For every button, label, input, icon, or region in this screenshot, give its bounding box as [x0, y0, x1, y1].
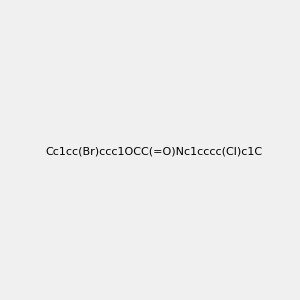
Text: Cc1cc(Br)ccc1OCC(=O)Nc1cccc(Cl)c1C: Cc1cc(Br)ccc1OCC(=O)Nc1cccc(Cl)c1C — [45, 146, 262, 157]
